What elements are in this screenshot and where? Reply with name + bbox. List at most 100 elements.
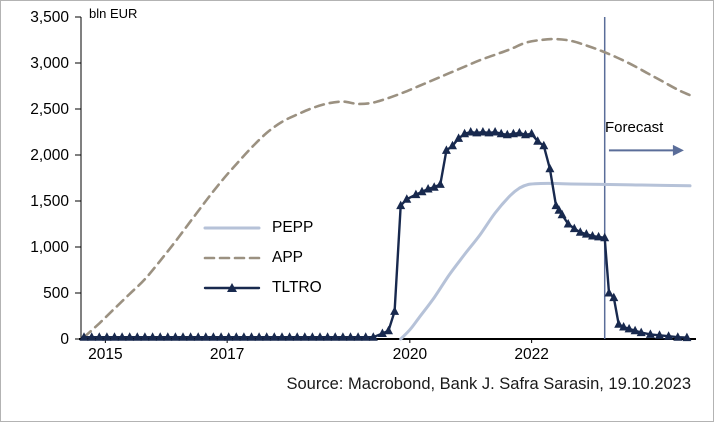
triangle-marker [441, 145, 451, 154]
triangle-marker [140, 332, 150, 341]
triangle-marker [581, 229, 591, 238]
y-tick-label: 0 [60, 331, 69, 348]
triangle-marker [624, 323, 634, 333]
triangle-marker [170, 332, 180, 341]
triangle-marker [277, 332, 287, 341]
legend-item-pepp: PEPP [203, 213, 322, 243]
y-axis-unit-label: bln EUR [89, 6, 138, 21]
triangle-marker [478, 127, 488, 136]
triangle-marker [94, 332, 104, 341]
triangle-marker [514, 127, 524, 137]
triangle-marker [569, 223, 579, 233]
triangle-marker [178, 332, 188, 341]
tltro-line [82, 130, 689, 339]
triangle-marker [390, 306, 400, 315]
forecast-arrowhead [672, 144, 684, 156]
triangle-marker [614, 319, 624, 328]
swatch-triangle-marker [227, 283, 237, 292]
app-line-swatch [203, 256, 261, 260]
triangle-marker [231, 332, 241, 341]
triangle-marker [87, 332, 97, 341]
triangle-marker [102, 332, 112, 341]
triangle-marker [396, 200, 406, 210]
triangle-marker [110, 332, 119, 341]
y-tick-label: 2,000 [30, 147, 69, 164]
triangle-marker [594, 231, 604, 241]
source-note: Source: Macrobond, Bank J. Safra Sarasin… [286, 375, 692, 393]
triangle-marker [417, 186, 427, 196]
legend-label-app: APP [272, 249, 304, 266]
triangle-marker [338, 332, 348, 341]
legend-item-app: APP [203, 243, 322, 273]
triangle-marker [563, 219, 573, 228]
triangle-marker [239, 332, 249, 341]
triangle-marker [247, 332, 256, 341]
x-tick-label: 2020 [393, 346, 428, 363]
forecast-label: Forecast [605, 119, 664, 136]
y-tick-label: 3,500 [30, 9, 69, 26]
triangle-marker [254, 332, 264, 341]
triangle-marker [330, 332, 340, 341]
triangle-marker [619, 322, 629, 331]
triangle-marker [575, 227, 585, 236]
triangle-marker [411, 189, 421, 199]
triangle-marker [384, 325, 393, 335]
y-tick-label: 2,500 [30, 101, 69, 118]
triangle-marker [429, 182, 439, 191]
triangle-marker [323, 332, 333, 341]
triangle-marker [496, 128, 506, 138]
legend-label-tltro: TLTRO [272, 279, 322, 296]
triangle-marker [609, 292, 619, 302]
triangle-marker [545, 163, 555, 173]
triangle-marker [466, 127, 476, 136]
app-line [82, 37, 692, 339]
triangle-marker [402, 194, 412, 203]
tltro-line-swatch [203, 283, 261, 292]
pepp-line-swatch [203, 226, 261, 230]
triangle-marker [533, 136, 543, 145]
triangle-marker [655, 330, 664, 339]
triangle-marker [300, 332, 310, 341]
y-tick-label: 1,000 [30, 239, 69, 256]
triangle-marker [315, 332, 325, 341]
triangle-marker [148, 332, 158, 341]
legend-item-tltro: TLTRO [203, 273, 322, 303]
triangle-marker [292, 332, 302, 341]
triangle-marker [346, 332, 355, 341]
triangle-marker [163, 332, 173, 341]
triangle-marker [201, 332, 211, 341]
triangle-marker [557, 209, 567, 219]
triangle-marker [224, 332, 234, 341]
triangle-marker [307, 332, 317, 341]
triangle-marker [630, 325, 640, 335]
y-tick-label: 3,000 [30, 55, 69, 72]
triangle-marker [636, 327, 646, 337]
triangle-marker [79, 332, 89, 341]
triangle-marker [604, 288, 614, 297]
triangle-marker [117, 332, 127, 341]
triangle-marker [673, 332, 683, 341]
triangle-marker [645, 329, 655, 338]
triangle-marker [155, 332, 165, 341]
legend-label-pepp: PEPP [272, 219, 314, 236]
triangle-marker [600, 232, 610, 242]
line-chart: 0 500 1,000 1,500 2,000 2,500 3,000 3,500 2015 20… [30, 9, 696, 363]
triangle-marker [588, 231, 597, 240]
triangle-marker [361, 332, 371, 341]
tltro-markers [79, 127, 692, 342]
x-tick-label: 2015 [88, 346, 122, 363]
triangle-marker [454, 133, 464, 142]
pepp-line [399, 181, 692, 341]
triangle-marker [368, 332, 378, 341]
x-tick-label: 2017 [210, 346, 244, 363]
triangle-marker [262, 332, 272, 341]
triangle-marker [285, 332, 295, 341]
triangle-marker [186, 332, 196, 341]
triangle-marker [539, 140, 549, 150]
legend: PEPP APP TLTRO [203, 213, 322, 303]
y-tick-label: 1,500 [30, 193, 69, 210]
triangle-marker [435, 179, 445, 188]
triangle-marker [527, 128, 537, 138]
y-tick-label: 500 [43, 285, 69, 302]
